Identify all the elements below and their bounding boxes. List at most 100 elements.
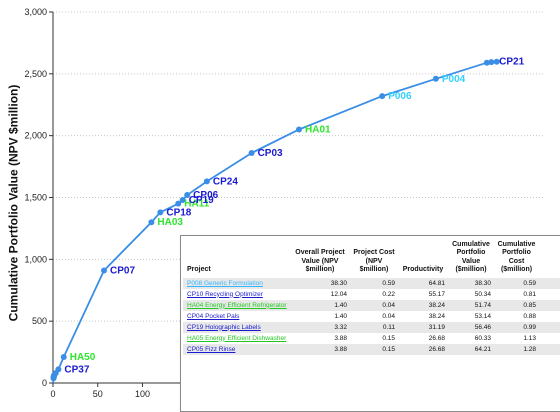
data-point xyxy=(488,59,495,66)
data-point xyxy=(184,192,191,199)
data-point xyxy=(203,178,210,185)
frontier-series xyxy=(50,58,500,384)
x-tick-label: 50 xyxy=(93,389,103,399)
table-cell: 1.28 xyxy=(494,343,539,355)
data-point xyxy=(432,75,439,82)
data-point xyxy=(296,126,302,133)
point-label: CP07 xyxy=(110,265,135,276)
data-point xyxy=(379,93,386,100)
table-cell: 0.85 xyxy=(494,299,539,311)
header-cumulative-cost: Cumulative Portfolio Cost ($million) xyxy=(497,241,536,274)
table-cell: 3.88 xyxy=(334,334,347,342)
table-cell: 0.88 xyxy=(523,312,536,320)
table-cell: 12.04 xyxy=(330,290,347,298)
data-point xyxy=(493,58,500,65)
data-point xyxy=(55,366,62,373)
table-cell: 0.04 xyxy=(350,299,398,311)
table-cell: 0.15 xyxy=(350,343,398,355)
y-tick-label: 0 xyxy=(42,378,47,388)
table-row: HA05 Energy Efficient Dishwasher 3.88 0.15… xyxy=(183,333,560,344)
header-overall-value: Overall Project Value (NPV $million) xyxy=(295,249,345,274)
data-point xyxy=(248,149,255,156)
table-cell: 55.17 xyxy=(428,290,445,298)
table-cell: 1.13 xyxy=(523,334,536,342)
data-point xyxy=(179,196,186,203)
project-summary-table: Project Overall Project Value (NPV $mill… xyxy=(180,235,560,412)
table-cell-empty xyxy=(539,343,560,355)
table-cell: 50.34 xyxy=(474,290,491,298)
header-empty xyxy=(539,241,560,278)
y-tick-label: 2,500 xyxy=(24,69,47,79)
table-cell: 0.22 xyxy=(382,290,395,298)
table-cell: 0.11 xyxy=(350,321,398,333)
table-cell: 31.19 xyxy=(398,321,448,333)
point-label: HA50 xyxy=(70,352,96,363)
point-label: HA03 xyxy=(157,217,183,228)
table-cell: 1.40 xyxy=(290,299,350,311)
project-link[interactable]: P008 Generic Formulation xyxy=(183,277,290,289)
y-tick-label: 3,000 xyxy=(24,7,47,17)
table-row: HA04 Energy Efficient Refrigerator 1.40 0.… xyxy=(183,299,560,311)
header-cumulative-value: Cumulative Portfolio Value ($million) xyxy=(452,241,490,274)
data-point xyxy=(100,267,107,274)
table-cell-empty xyxy=(539,321,560,333)
project-link[interactable]: CP19 Holographic Labels xyxy=(183,321,290,333)
table-cell: 64.81 xyxy=(398,277,448,289)
header-project: Project xyxy=(187,266,211,274)
y-tick-label: 2,000 xyxy=(24,131,47,141)
point-label: CP19 xyxy=(189,195,214,206)
x-tick-label: 0 xyxy=(50,389,55,399)
project-link[interactable]: CP05 Fizz Rinse xyxy=(183,343,290,355)
y-tick-label: 500 xyxy=(32,316,47,326)
data-point xyxy=(175,200,182,207)
table-cell: 0.59 xyxy=(350,277,398,289)
project-link[interactable]: HA05 Energy Efficient Dishwasher xyxy=(187,334,287,342)
point-label: CP37 xyxy=(64,364,89,375)
point-label: HA01 xyxy=(305,124,331,135)
point-label: CP03 xyxy=(258,148,283,159)
table-cell-empty xyxy=(539,333,560,344)
point-label: CP06 xyxy=(193,190,218,201)
table-cell-empty xyxy=(539,289,560,300)
project-link[interactable]: HA04 Energy Efficient Refrigerator xyxy=(183,299,290,311)
table-cell: 51.74 xyxy=(448,299,494,311)
point-label: P004 xyxy=(442,74,466,85)
y-axis-title-wrap: Cumulative Portfolio Value (NPV $million… xyxy=(2,30,24,375)
table-cell: 60.33 xyxy=(474,334,491,342)
point-label: CP21 xyxy=(499,57,524,68)
table-cell: 0.99 xyxy=(494,321,539,333)
table-cell: 38.24 xyxy=(398,299,448,311)
table-cell: 38.24 xyxy=(428,312,445,320)
project-link[interactable]: CP10 Recycling Optimizer xyxy=(187,290,263,298)
table-header-row: Project Overall Project Value (NPV $mill… xyxy=(183,241,560,278)
table-cell: 0.81 xyxy=(523,290,536,298)
table-cell-empty xyxy=(539,277,560,289)
table-cell: 3.32 xyxy=(290,321,350,333)
point-label: CP18 xyxy=(166,207,191,218)
data-point xyxy=(148,219,155,226)
table-cell: 38.30 xyxy=(290,277,350,289)
table-cell: 0.04 xyxy=(382,312,395,320)
table-cell: 53.14 xyxy=(474,312,491,320)
data-point xyxy=(60,354,67,361)
table-row: CP05 Fizz Rinse 3.88 0.15 26.68 64.21 1.28 xyxy=(183,343,560,355)
header-productivity: Productivity xyxy=(402,266,444,274)
y-tick-label: 1,500 xyxy=(24,193,47,203)
point-label: P006 xyxy=(388,91,412,102)
table-cell: 3.88 xyxy=(290,343,350,355)
point-label: HA11 xyxy=(184,199,209,210)
table-cell: 26.68 xyxy=(428,334,445,342)
data-point xyxy=(483,59,490,66)
x-tick-label: 100 xyxy=(135,389,150,399)
y-tick-label: 1,000 xyxy=(24,254,47,264)
table-row: P008 Generic Formulation 38.30 0.59 64.81 38… xyxy=(183,277,560,289)
y-axis-title: Cumulative Portfolio Value (NPV $million… xyxy=(6,84,21,321)
table-cell-empty xyxy=(539,299,560,311)
project-link[interactable]: CP04 Pocket Pals xyxy=(187,312,240,320)
table-cell: 0.59 xyxy=(494,277,539,289)
table-cell: 26.68 xyxy=(398,343,448,355)
table-cell: 64.21 xyxy=(448,343,494,355)
table-cell: 1.40 xyxy=(334,312,347,320)
table-cell: 56.46 xyxy=(448,321,494,333)
